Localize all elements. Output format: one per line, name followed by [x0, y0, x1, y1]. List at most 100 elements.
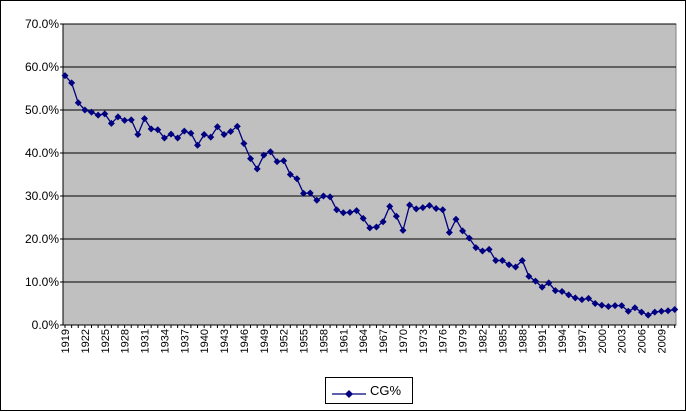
data-point-marker: [101, 110, 109, 118]
data-point-marker: [346, 208, 354, 216]
data-point-marker: [286, 171, 294, 178]
data-point-marker: [240, 140, 248, 148]
y-axis-ticks: 0.0% 10.0% 20.0% 30.0% 40.0% 50.0% 60.0% 70.0%: [25, 17, 63, 332]
data-point-marker: [565, 291, 573, 299]
x-tick-label: 1964: [358, 329, 370, 353]
data-point-marker: [114, 113, 122, 121]
data-point-marker: [638, 308, 646, 316]
data-point-marker: [525, 272, 533, 280]
data-point-marker: [207, 133, 215, 141]
legend: CG%: [325, 377, 413, 404]
x-tick-label: 1985: [497, 329, 509, 353]
x-tick-label: 1928: [120, 329, 132, 353]
data-point-marker: [266, 148, 274, 156]
x-tick-label: 1988: [517, 329, 529, 353]
data-point-marker: [180, 127, 188, 135]
x-tick-label: 2006: [637, 329, 649, 353]
x-tick-label: 1922: [80, 329, 92, 353]
data-point-marker: [399, 226, 407, 234]
data-point-marker: [432, 204, 440, 212]
data-point-marker: [167, 130, 175, 138]
data-point-marker: [598, 301, 606, 309]
data-point-marker: [233, 122, 241, 130]
plot-area: [62, 23, 677, 326]
x-tick-label: 1940: [199, 329, 211, 353]
x-tick-label: 1967: [378, 329, 390, 353]
data-point-marker: [61, 72, 69, 80]
data-point-marker: [379, 218, 387, 226]
data-point-marker: [194, 141, 202, 149]
x-tick-label: 1997: [577, 329, 589, 353]
data-point-marker: [604, 303, 612, 311]
x-tick-label: 1919: [60, 329, 72, 353]
data-point-marker: [631, 304, 639, 312]
data-point-marker: [406, 201, 414, 209]
x-tick-label: 1961: [338, 329, 350, 353]
x-tick-label: 2000: [597, 329, 609, 353]
data-point-marker: [492, 257, 500, 264]
data-point-marker: [141, 115, 149, 123]
data-point-marker: [651, 308, 659, 316]
y-tick-label: 10.0%: [25, 275, 59, 289]
data-point-marker: [247, 155, 255, 163]
y-tick-label: 70.0%: [25, 17, 59, 31]
data-point-marker: [505, 261, 513, 269]
x-tick-label: 1934: [159, 329, 171, 353]
data-point-marker: [174, 134, 182, 142]
x-tick-label: 1925: [100, 329, 112, 353]
data-point-marker: [452, 215, 460, 223]
x-tick-label: 1958: [318, 329, 330, 353]
data-point-marker: [87, 108, 95, 116]
data-point-marker: [200, 131, 208, 139]
data-point-marker: [306, 189, 314, 197]
x-tick-label: 1982: [477, 329, 489, 353]
data-point-marker: [551, 287, 559, 295]
data-point-marker: [280, 157, 288, 165]
data-point-marker: [472, 244, 480, 252]
data-point-marker: [459, 227, 467, 235]
data-point-marker: [300, 189, 308, 197]
x-tick-label: 1979: [458, 329, 470, 353]
x-tick-label: 1991: [537, 329, 549, 353]
data-point-marker: [160, 134, 168, 142]
data-point-marker: [591, 300, 599, 307]
data-point-marker: [372, 223, 380, 231]
data-point-marker: [253, 165, 261, 173]
data-point-marker: [558, 287, 566, 295]
data-point-marker: [121, 116, 129, 124]
data-point-marker: [134, 131, 142, 139]
data-point-marker: [187, 129, 195, 137]
data-point-marker: [419, 204, 427, 212]
legend-swatch: [332, 386, 366, 398]
x-tick-label: 1931: [140, 329, 152, 353]
data-point-marker: [339, 209, 347, 217]
data-point-marker: [518, 257, 526, 264]
data-point-marker: [313, 196, 321, 204]
data-point-marker: [220, 131, 228, 139]
x-tick-label: 1994: [557, 329, 569, 353]
data-point-marker: [326, 193, 334, 201]
data-point-marker: [366, 224, 374, 232]
data-point-marker: [498, 257, 506, 264]
data-point-marker: [81, 106, 89, 114]
data-point-marker: [94, 111, 102, 119]
data-point-marker: [147, 125, 155, 133]
x-tick-label: 1949: [259, 329, 271, 353]
data-point-marker: [618, 302, 626, 310]
data-point-marker: [154, 126, 162, 134]
data-point-marker: [439, 206, 447, 214]
y-tick-label: 60.0%: [25, 60, 59, 74]
data-point-marker: [465, 234, 473, 242]
x-tick-label: 1943: [219, 329, 231, 353]
x-axis-ticks: 1919 1922 1925 1928 1931 1934 1937 1940 1943 1946…: [60, 325, 676, 353]
data-point-marker: [213, 123, 221, 131]
data-point-marker: [425, 201, 433, 209]
data-point-marker: [671, 306, 679, 314]
data-point-marker: [386, 202, 394, 210]
data-point-marker: [74, 99, 82, 107]
x-tick-label: 1976: [438, 329, 450, 353]
data-point-marker: [532, 277, 540, 285]
data-point-marker: [624, 307, 632, 315]
